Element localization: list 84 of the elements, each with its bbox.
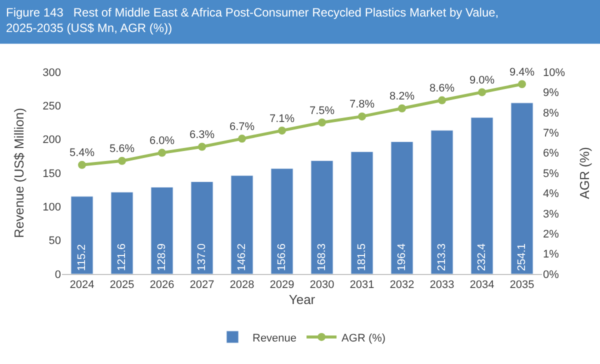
x-tick-label: 2032: [390, 279, 414, 292]
bar: [150, 186, 174, 274]
y2-tick-label: 5%: [543, 168, 560, 180]
chart-title: Figure 143 Rest of Middle East & Africa Post-Consumer Recycled Plastics Market by Value, 2025-2035 (US$ Mn, AGR (%)): [6, 5, 499, 35]
y2-tick-label: 10%: [543, 66, 566, 79]
x-tick-label: 2028: [230, 279, 254, 292]
y2-tick-label: 9%: [543, 87, 560, 100]
data-label: 232.4: [476, 243, 488, 271]
point: [438, 96, 446, 104]
data-label: 196.4: [396, 243, 408, 271]
data-label: 6.0%: [149, 135, 175, 148]
data-label: 6.3%: [189, 128, 215, 141]
point: [78, 160, 86, 169]
data-label: 146.2: [236, 243, 248, 271]
y2-tick-label: 8%: [543, 107, 560, 120]
x-tick-label: 2035: [510, 279, 534, 292]
y2-tick-label: 3%: [543, 208, 560, 220]
bar: [350, 152, 374, 274]
y-axis-title: Revenue (US$ Million): [12, 108, 27, 238]
bar: [110, 192, 134, 274]
point: [478, 88, 486, 96]
point: [318, 118, 326, 126]
point: [278, 126, 286, 135]
x-tick-label: 2031: [350, 279, 374, 292]
x-tick-label: 2024: [70, 279, 94, 292]
data-label: 9.4%: [509, 66, 535, 78]
y2-tick-label: 7%: [543, 127, 560, 140]
y-tick-label: 200: [42, 134, 61, 146]
x-tick-label: 2033: [430, 279, 454, 292]
x-tick-label: 2025: [110, 279, 134, 292]
bar: [430, 130, 454, 274]
point: [198, 142, 206, 151]
point: [238, 134, 246, 143]
y-tick-label: 150: [42, 168, 61, 180]
data-label: 5.4%: [69, 147, 95, 160]
point: [518, 80, 526, 88]
x-axis-title: Year: [288, 292, 316, 307]
bar: [270, 168, 294, 274]
data-label: 7.1%: [269, 112, 295, 125]
legend-label: Revenue: [252, 332, 297, 344]
bar: [470, 117, 494, 274]
x-tick-label: 2029: [270, 279, 294, 292]
bar: [310, 160, 334, 274]
data-label: 9.0%: [469, 74, 495, 86]
data-label: 8.6%: [429, 82, 455, 95]
y-tick-label: 50: [48, 235, 61, 248]
data-label: 254.1: [516, 243, 528, 271]
data-label: 8.2%: [389, 90, 415, 103]
data-label: 213.3: [436, 243, 448, 271]
data-label: 181.5: [356, 243, 368, 271]
bar: [70, 196, 94, 274]
y-tick-label: 100: [42, 202, 61, 214]
data-label: 156.6: [276, 243, 288, 271]
data-label: 128.9: [156, 243, 168, 271]
legend-label: AGR (%): [342, 332, 386, 344]
y-tick-label: 0: [54, 268, 61, 281]
data-label: 168.3: [316, 243, 328, 271]
y2-tick-label: 1%: [543, 248, 560, 261]
y2-tick-label: 6%: [543, 148, 560, 160]
data-label: 6.7%: [229, 120, 255, 133]
data-label: 7.8%: [349, 98, 375, 111]
point: [118, 156, 126, 165]
x-tick-label: 2034: [470, 279, 494, 292]
point: [158, 148, 166, 157]
data-label: 121.6: [116, 243, 128, 271]
y2-axis-title: AGR (%): [576, 147, 592, 199]
y2-tick-label: 0%: [543, 268, 560, 281]
data-label: 5.6%: [109, 143, 135, 156]
bar: [190, 182, 214, 274]
y-tick-label: 250: [42, 100, 61, 113]
x-tick-label: 2026: [150, 279, 174, 292]
bar: [510, 102, 534, 274]
x-tick-label: 2027: [190, 279, 214, 292]
data-label: 115.2: [76, 244, 88, 271]
bar: [230, 175, 254, 274]
y-tick-label: 300: [42, 66, 61, 79]
data-label: 137.0: [196, 243, 208, 271]
point: [358, 112, 366, 120]
bar: [390, 142, 414, 274]
y2-tick-label: 2%: [543, 228, 560, 240]
x-tick-label: 2030: [310, 279, 334, 292]
data-label: 7.5%: [309, 104, 335, 117]
y2-tick-label: 4%: [543, 188, 560, 200]
point: [398, 104, 406, 112]
